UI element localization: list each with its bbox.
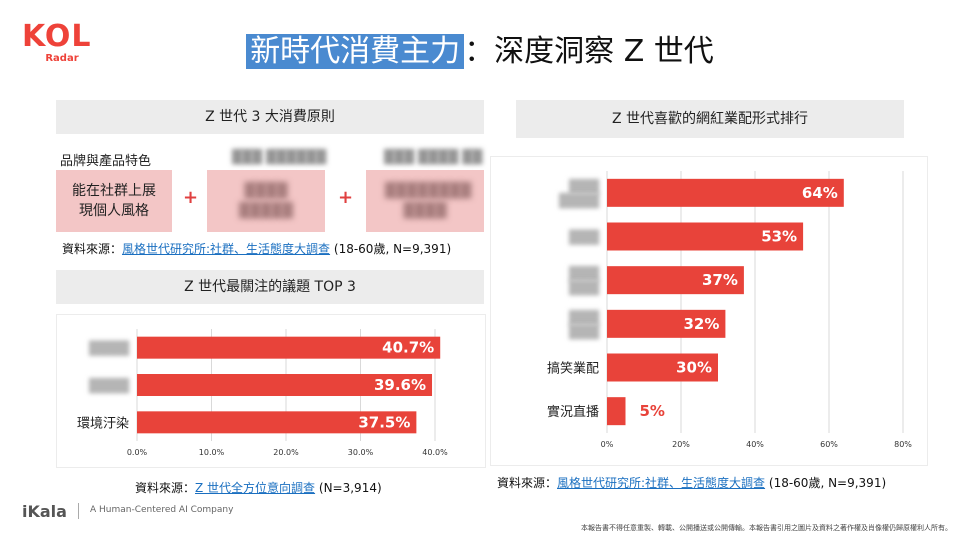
issues-chart-panel: 0.0% 10.0% 20.0% 30.0% 40.0% ████ 40.7% ████ 39.… [56,314,486,468]
issues-tick-label: 20.0% [273,448,299,457]
formats-bar [607,222,804,251]
issues-category-label: 環境汙染 [77,416,129,431]
title-highlight: 新時代消費主力 [246,34,465,69]
issues-source-prefix: 資料來源： [135,481,196,495]
issues-tick-label: 10.0% [199,448,225,457]
formats-category-label: 實況直播 [547,404,599,420]
ikala-logo: iKala [22,502,67,521]
formats-tick-label: 20% [672,440,690,449]
formats-bar [607,266,744,295]
issues-source: 資料來源：Z 世代全方位意向調查 (N=3,914) [135,479,382,496]
formats-header: Z 世代喜歡的網紅業配形式排行 [516,100,904,138]
title-rest: ：深度洞察 Z 世代 [464,34,714,69]
formats-category-label: ███ [568,265,600,282]
issues-source-link[interactable]: Z 世代全方位意向調查 [195,481,316,495]
formats-tick-label: 40% [746,440,764,449]
principle-box-1: 能在社群上展現個人風格 [56,170,172,232]
formats-bar [607,353,718,382]
formats-source: 資料來源：風格世代研究所:社群、生活態度大調查 (18-60歲, N=9,391… [497,474,886,491]
formats-category-label: ███ [568,229,600,246]
formats-source-suffix: (18-60歲, N=9,391) [768,476,887,490]
formats-category-label: 搞笑業配 [547,361,599,377]
principles-source: 資料來源：風格世代研究所:社群、生活態度大調查 (18-60歲, N=9,391… [62,240,451,257]
principles-header: Z 世代 3 大消費原則 [56,100,484,134]
page-title: 新時代消費主力 ：深度洞察 Z 世代 [0,30,960,74]
issues-chart: 0.0% 10.0% 20.0% 30.0% 40.0% ████ 40.7% ████ 39.… [77,329,448,457]
formats-bar [607,397,626,426]
issues-bar [137,336,441,359]
formats-bar [607,309,726,338]
principle-box-2-text: ████ █████ [239,183,293,219]
formats-category-label: ███ [568,279,600,296]
principles-source-prefix: 資料來源： [62,242,123,256]
formats-bar [607,178,844,207]
principle-box-3: ████████ ████ [366,170,484,232]
issues-data-label: 37.5% [358,413,410,431]
footer-disclaimer: 本報告書不得任意重製、轉載、公開播送或公開傳輸。本報告書引用之圖片及資料之著作權… [581,524,952,532]
formats-chart-panel: 0% 20% 40% 60% 80% ███ ████ 64% ███ 53% ███ ███ 37% █… [490,156,928,466]
footer-divider [78,503,79,519]
principle-label-1: 品牌與產品特色 [60,154,152,169]
plus-sign-1: + [183,187,199,208]
formats-chart: 0% 20% 40% 60% 80%███████ 64%███ 53%██████ 37%█… [547,171,912,449]
formats-data-label: 37% [702,271,738,289]
issues-tick-label: 30.0% [348,448,374,457]
formats-data-label: 32% [683,315,719,333]
formats-source-prefix: 資料來源： [497,476,558,490]
formats-category-label: ███ [568,323,600,340]
plus-sign-2: + [338,187,354,208]
principle-label-3: ███ ████ ██ [384,150,483,165]
principle-box-2: ████ █████ [207,170,325,232]
formats-category-label: ████ [558,192,600,209]
principle-label-2: ███ ██████ [232,150,327,165]
formats-data-label: 53% [761,228,797,246]
formats-category-label: ███ [568,309,600,326]
issues-data-label: 39.6% [374,376,426,394]
formats-data-label: 30% [676,359,712,377]
issues-header: Z 世代最關注的議題 TOP 3 [56,270,484,304]
issues-tick-label: 40.0% [422,448,448,457]
footer-tagline: A Human-Centered AI Company [90,505,234,515]
formats-source-link[interactable]: 風格世代研究所:社群、生活態度大調查 [557,476,766,490]
formats-tick-label: 60% [820,440,838,449]
logo-brand: KOL [22,19,92,54]
issues-category-label: ████ [88,340,130,357]
principles-source-suffix: (18-60歲, N=9,391) [333,242,452,256]
logo-sub: Radar [45,53,79,64]
issues-bar [137,411,417,434]
issues-category-label: ████ [88,377,130,394]
issues-source-suffix: (N=3,914) [318,481,382,495]
principle-box-3-text: ████████ ████ [385,183,472,219]
principle-box-1-text: 能在社群上展現個人風格 [72,183,156,219]
principles-source-link[interactable]: 風格世代研究所:社群、生活態度大調查 [122,242,331,256]
formats-tick-label: 0% [601,440,614,449]
formats-data-label: 64% [802,184,838,202]
issues-bar [137,374,433,396]
kol-radar-logo: KOL Radar [22,22,102,72]
issues-tick-label: 0.0% [127,448,148,457]
formats-tick-label: 80% [894,440,912,449]
issues-data-label: 40.7% [382,339,434,357]
formats-data-label: 5% [640,402,665,420]
formats-category-label: ███ [568,178,600,195]
